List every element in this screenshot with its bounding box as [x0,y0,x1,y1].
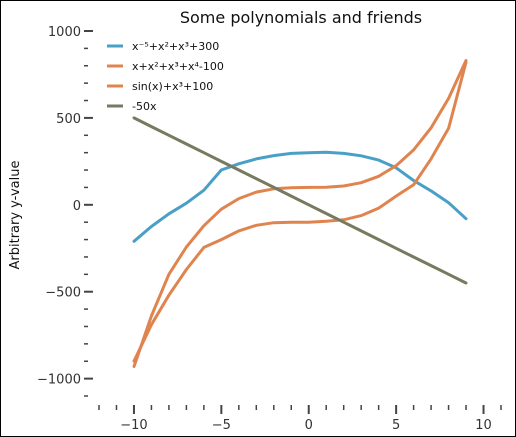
legend-label: sin(x)+x³+100 [132,80,213,93]
legend-label: x+x²+x³+x⁴-100 [132,60,224,73]
y-axis: −1000 −500 0 500 1000 [37,25,93,397]
legend-label: x⁻⁵+x²+x³+300 [132,40,219,53]
y-tick-label: −500 [45,286,81,301]
x-tick-label: −10 [120,418,147,433]
x-tick-label: −5 [212,418,231,433]
x-tick-label: 10 [475,418,492,433]
y-tick-label: −1000 [37,373,81,388]
x-tick-label: 0 [305,418,313,433]
x-tick-label: 5 [392,418,400,433]
y-axis-label: Arbitrary y-value [8,161,23,270]
legend-label: -50x [132,100,157,113]
legend: x⁻⁵+x²+x³+300 x+x²+x³+x⁴-100 sin(x)+x³+100… [107,40,224,113]
series-line-1 [132,150,468,243]
chart-title: Some polynomials and friends [180,8,422,27]
series-line-2 [132,60,468,363]
series-line-3 [132,59,468,368]
series-group [132,59,468,368]
x-axis: −10 −5 0 5 10 [98,405,502,433]
y-tick-label: 0 [73,199,81,214]
y-tick-label: 500 [56,112,81,127]
y-tick-label: 1000 [48,25,81,40]
series-line-4 [132,116,468,285]
